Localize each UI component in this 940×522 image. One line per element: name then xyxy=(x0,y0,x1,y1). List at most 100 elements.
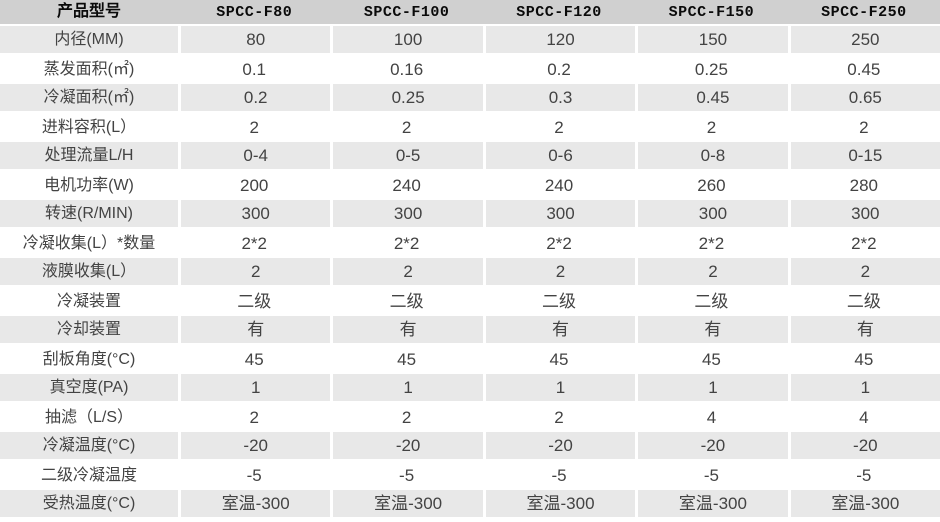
row-label: 液膜收集(L） xyxy=(0,258,178,287)
cell-value: 2 xyxy=(482,403,636,432)
cell-value: 室温-300 xyxy=(787,490,940,519)
cell-value: 120 xyxy=(482,26,636,55)
table-row: 冷凝温度(°C) -20 -20 -20 -20 -20 xyxy=(0,432,940,461)
table-header-row: 产品型号 SPCC-F80 SPCC-F100 SPCC-F120 SPCC-F150… xyxy=(0,0,940,26)
cell-value: 0.1 xyxy=(178,55,331,84)
table-row: 内径(MM) 80 100 120 150 250 xyxy=(0,26,940,55)
cell-value: 0.3 xyxy=(482,84,636,113)
cell-value: 室温-300 xyxy=(330,490,483,519)
cell-value: 1 xyxy=(482,374,636,403)
table-row: 冷凝面积(㎡) 0.2 0.25 0.3 0.45 0.65 xyxy=(0,84,940,113)
cell-value: 2 xyxy=(482,258,636,287)
cell-value: 0.45 xyxy=(635,84,788,113)
cell-value: 2*2 xyxy=(482,229,636,258)
cell-value: 240 xyxy=(482,171,636,200)
cell-value: -5 xyxy=(787,461,940,490)
cell-value: 有 xyxy=(330,316,483,345)
cell-value: 1 xyxy=(330,374,483,403)
cell-value: 300 xyxy=(482,200,636,229)
row-label: 冷凝面积(㎡) xyxy=(0,84,178,113)
row-label: 冷凝收集(L）*数量 xyxy=(0,229,178,258)
cell-value: 2 xyxy=(178,258,331,287)
row-label: 冷凝装置 xyxy=(0,287,178,316)
cell-value: 280 xyxy=(787,171,940,200)
cell-value: 0.2 xyxy=(178,84,331,113)
cell-value: 2 xyxy=(178,403,331,432)
header-model-cell: SPCC-F120 xyxy=(516,3,602,21)
row-label: 进料容积(L） xyxy=(0,113,178,142)
table-row: 液膜收集(L） 2 2 2 2 2 xyxy=(0,258,940,287)
cell-value: -5 xyxy=(178,461,331,490)
cell-value: -20 xyxy=(635,432,788,461)
cell-value: 有 xyxy=(787,316,940,345)
table-row: 处理流量L/H 0-4 0-5 0-6 0-8 0-15 xyxy=(0,142,940,171)
cell-value: 有 xyxy=(178,316,331,345)
cell-value: 45 xyxy=(330,345,483,374)
row-label: 受热温度(°C) xyxy=(0,490,178,519)
cell-value: 室温-300 xyxy=(635,490,788,519)
cell-value: 二级 xyxy=(178,287,331,316)
row-label: 处理流量L/H xyxy=(0,142,178,171)
cell-value: 0.25 xyxy=(635,55,788,84)
cell-value: 80 xyxy=(178,26,331,55)
cell-value: 240 xyxy=(330,171,483,200)
cell-value: -5 xyxy=(482,461,636,490)
cell-value: -5 xyxy=(330,461,483,490)
table-row: 受热温度(°C) 室温-300 室温-300 室温-300 室温-300 室温-300 xyxy=(0,490,940,519)
cell-value: 250 xyxy=(787,26,940,55)
table-row: 进料容积(L） 2 2 2 2 2 xyxy=(0,113,940,142)
cell-value: 0-15 xyxy=(787,142,940,171)
row-label: 真空度(PA) xyxy=(0,374,178,403)
cell-value: 2 xyxy=(635,258,788,287)
cell-value: 1 xyxy=(787,374,940,403)
row-label: 转速(R/MIN) xyxy=(0,200,178,229)
cell-value: 45 xyxy=(635,345,788,374)
cell-value: 2 xyxy=(787,113,940,142)
cell-value: 室温-300 xyxy=(482,490,636,519)
cell-value: 二级 xyxy=(635,287,788,316)
cell-value: 0-8 xyxy=(635,142,788,171)
cell-value: 2*2 xyxy=(178,229,331,258)
row-label: 内径(MM) xyxy=(0,26,178,55)
row-label: 抽滤（L/S） xyxy=(0,403,178,432)
table-row: 抽滤（L/S） 2 2 2 4 4 xyxy=(0,403,940,432)
cell-value: 4 xyxy=(787,403,940,432)
cell-value: 0.16 xyxy=(330,55,483,84)
row-label: 二级冷凝温度 xyxy=(0,461,178,490)
cell-value: 二级 xyxy=(482,287,636,316)
cell-value: -5 xyxy=(635,461,788,490)
cell-value: 100 xyxy=(330,26,483,55)
cell-value: 200 xyxy=(178,171,331,200)
cell-value: 二级 xyxy=(787,287,940,316)
cell-value: -20 xyxy=(178,432,331,461)
cell-value: 2 xyxy=(330,403,483,432)
header-model-cell: SPCC-F150 xyxy=(668,3,755,21)
header-model-cell: SPCC-F80 xyxy=(216,3,293,21)
cell-value: 260 xyxy=(635,171,788,200)
row-label: 冷凝温度(°C) xyxy=(0,432,178,461)
cell-value: 2*2 xyxy=(635,229,788,258)
cell-value: 2*2 xyxy=(330,229,483,258)
cell-value: 0-6 xyxy=(482,142,636,171)
table-row: 真空度(PA) 1 1 1 1 1 xyxy=(0,374,940,403)
table-row: 转速(R/MIN) 300 300 300 300 300 xyxy=(0,200,940,229)
cell-value: 0-4 xyxy=(178,142,331,171)
cell-value: 0.25 xyxy=(330,84,483,113)
row-label: 电机功率(W) xyxy=(0,171,178,200)
cell-value: 二级 xyxy=(330,287,483,316)
cell-value: 0-5 xyxy=(330,142,483,171)
cell-value: 2 xyxy=(330,113,483,142)
cell-value: 45 xyxy=(787,345,940,374)
header-product-model-label: 产品型号 xyxy=(56,3,121,20)
header-model-cell: SPCC-F250 xyxy=(821,3,907,21)
table-row: 冷却装置有有有有有 xyxy=(0,316,940,345)
cell-value: 4 xyxy=(635,403,788,432)
cell-value: 0.2 xyxy=(482,55,636,84)
cell-value: 300 xyxy=(330,200,483,229)
cell-value: 1 xyxy=(178,374,331,403)
table-row: 冷凝收集(L）*数量 2*2 2*2 2*2 2*2 2*2 xyxy=(0,229,940,258)
cell-value: 150 xyxy=(635,26,788,55)
row-label: 冷却装置 xyxy=(0,316,178,345)
header-model-cell: SPCC-F100 xyxy=(363,3,450,21)
